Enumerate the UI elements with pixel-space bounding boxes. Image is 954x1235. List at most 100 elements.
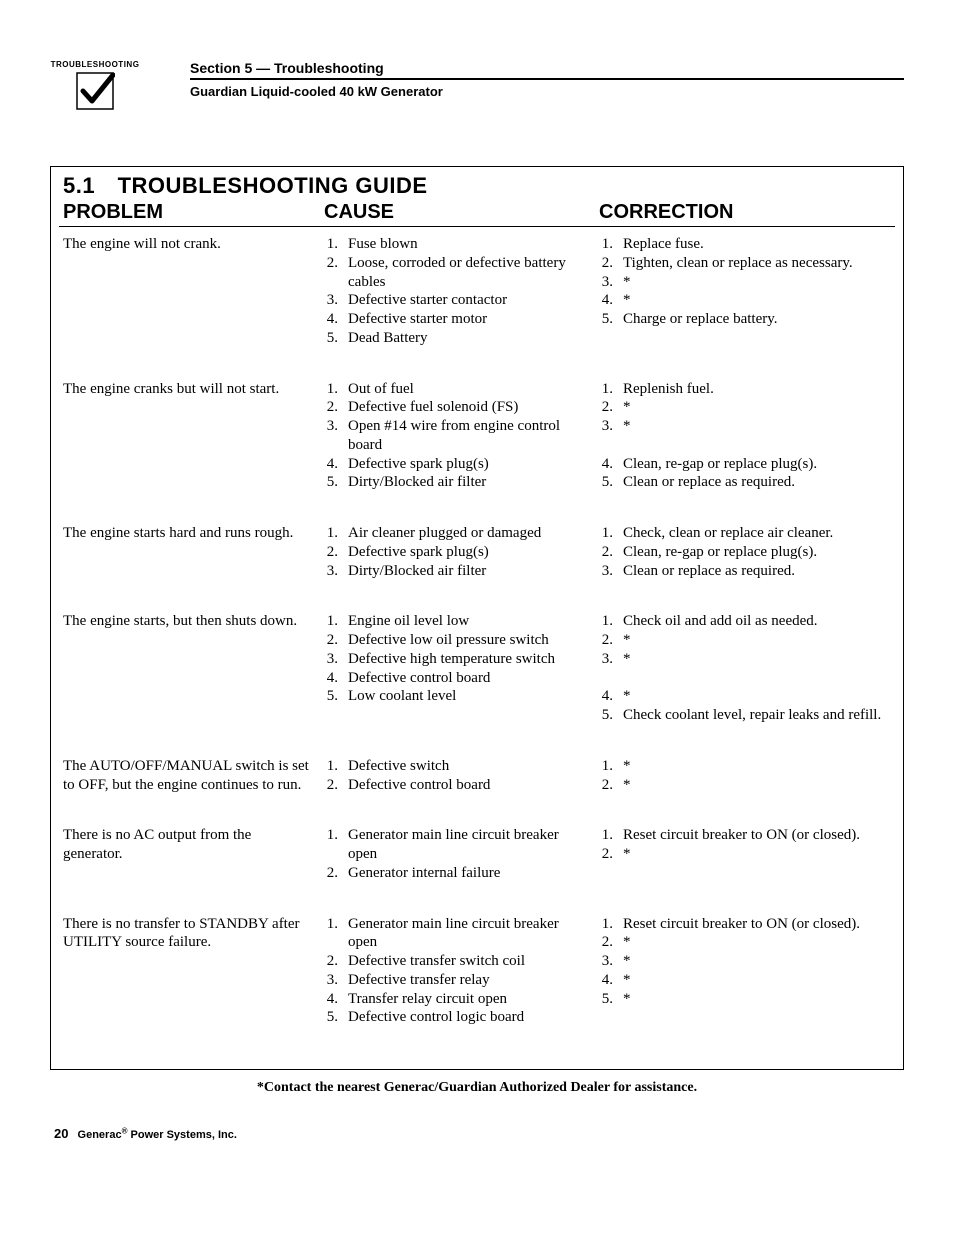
column-headers: PROBLEM CAUSE CORRECTION — [59, 201, 895, 227]
page-footer: 20 Generac® Power Systems, Inc. — [50, 1126, 904, 1141]
list-item: 2.Defective control board — [324, 776, 589, 795]
trouble-row: There is no AC output from the generator… — [59, 822, 895, 910]
guide-title: 5.1 TROUBLESHOOTING GUIDE — [59, 173, 895, 199]
list-item: 2.Defective low oil pressure switch — [324, 631, 589, 650]
cause-list: 1.Fuse blown2.Loose, corroded or defecti… — [324, 235, 599, 348]
list-item: 5.* — [599, 990, 895, 1009]
cause-list: 1.Air cleaner plugged or damaged2.Defect… — [324, 524, 599, 580]
list-item: 1.Out of fuel — [324, 380, 589, 399]
list-item: 2.Loose, corroded or defective battery c… — [324, 254, 589, 292]
cause-list: 1.Generator main line circuit breaker op… — [324, 826, 599, 882]
list-item: 1.Check oil and add oil as needed. — [599, 612, 895, 631]
list-item — [599, 669, 895, 688]
trouble-row: There is no transfer to STANDBY after UT… — [59, 911, 895, 1056]
list-item: 5.Defective control logic board — [324, 1008, 589, 1027]
cause-list: 1.Defective switch2.Defective control bo… — [324, 757, 599, 795]
footer-company: Generac — [78, 1129, 122, 1141]
page-number: 20 — [54, 1126, 68, 1141]
rows-container: The engine will not crank.1.Fuse blown2.… — [59, 231, 895, 1055]
header-rule — [190, 78, 904, 80]
list-item: 1.Defective switch — [324, 757, 589, 776]
list-item: 1.Reset circuit breaker to ON (or closed… — [599, 826, 895, 845]
list-item: 3.Defective transfer relay — [324, 971, 589, 990]
list-item: 1.Generator main line circuit breaker op… — [324, 915, 589, 953]
troubleshooting-guide-box: 5.1 TROUBLESHOOTING GUIDE PROBLEM CAUSE … — [50, 166, 904, 1070]
list-item: 2.Defective fuel solenoid (FS) — [324, 398, 589, 417]
list-item: 2.* — [599, 933, 895, 952]
list-item: 3.* — [599, 273, 895, 292]
correction-list: 1.*2.* — [599, 757, 895, 795]
checkmark-icon — [75, 71, 115, 111]
header-icon-block: TROUBLESHOOTING — [50, 60, 140, 111]
correction-list: 1.Reset circuit breaker to ON (or closed… — [599, 826, 895, 882]
problem-text: The engine will not crank. — [59, 235, 324, 348]
correction-list: 1.Reset circuit breaker to ON (or closed… — [599, 915, 895, 1028]
list-item: 1.Generator main line circuit breaker op… — [324, 826, 589, 864]
col-header-cause: CAUSE — [324, 201, 599, 224]
cause-list: 1.Generator main line circuit breaker op… — [324, 915, 599, 1028]
trouble-row: The engine will not crank.1.Fuse blown2.… — [59, 231, 895, 376]
list-item: 3.Dirty/Blocked air filter — [324, 562, 589, 581]
problem-text: The engine cranks but will not start. — [59, 380, 324, 493]
list-item: 2.Defective transfer switch coil — [324, 952, 589, 971]
list-item: 2.* — [599, 776, 895, 795]
list-item: 2.* — [599, 845, 895, 864]
list-item: 5.Clean or replace as required. — [599, 473, 895, 492]
trouble-row: The engine starts, but then shuts down.1… — [59, 608, 895, 753]
list-item: 5.Check coolant level, repair leaks and … — [599, 706, 895, 725]
header-text-block: Section 5 — Troubleshooting Guardian Liq… — [150, 60, 904, 99]
list-item: 4.Transfer relay circuit open — [324, 990, 589, 1009]
list-item: 4.* — [599, 971, 895, 990]
list-item: 4.Defective control board — [324, 669, 589, 688]
list-item: 3.Defective high temperature switch — [324, 650, 589, 669]
trouble-row: The engine starts hard and runs rough.1.… — [59, 520, 895, 608]
list-item: 1.Fuse blown — [324, 235, 589, 254]
list-item: 2.Defective spark plug(s) — [324, 543, 589, 562]
problem-text: There is no AC output from the generator… — [59, 826, 324, 882]
list-item: 3.* — [599, 417, 895, 436]
list-item: 5.Dead Battery — [324, 329, 589, 348]
problem-text: There is no transfer to STANDBY after UT… — [59, 915, 324, 1028]
cause-list: 1.Out of fuel2.Defective fuel solenoid (… — [324, 380, 599, 493]
list-item: 4.* — [599, 291, 895, 310]
section-title: Section 5 — Troubleshooting — [190, 60, 904, 76]
list-item — [599, 436, 895, 455]
cause-list: 1.Engine oil level low2.Defective low oi… — [324, 612, 599, 725]
trouble-row: The engine cranks but will not start.1.O… — [59, 376, 895, 521]
list-item: 2.* — [599, 398, 895, 417]
list-item: 1.Replenish fuel. — [599, 380, 895, 399]
list-item: 5.Low coolant level — [324, 687, 589, 706]
footer-suffix: Power Systems, Inc. — [127, 1129, 236, 1141]
problem-text: The engine starts, but then shuts down. — [59, 612, 324, 725]
list-item: 3.Open #14 wire from engine control boar… — [324, 417, 589, 455]
list-item: 3.Clean or replace as required. — [599, 562, 895, 581]
correction-list: 1.Replenish fuel.2.*3.* 4.Clean, re-gap … — [599, 380, 895, 493]
footnote: *Contact the nearest Generac/Guardian Au… — [50, 1080, 904, 1096]
list-item: 1.Check, clean or replace air cleaner. — [599, 524, 895, 543]
header-icon-label: TROUBLESHOOTING — [51, 60, 140, 69]
list-item: 5.Charge or replace battery. — [599, 310, 895, 329]
list-item: 2.Generator internal failure — [324, 864, 589, 883]
list-item: 1.Engine oil level low — [324, 612, 589, 631]
list-item: 1.* — [599, 757, 895, 776]
list-item: 3.* — [599, 952, 895, 971]
col-header-problem: PROBLEM — [59, 201, 324, 224]
list-item: 4.Clean, re-gap or replace plug(s). — [599, 455, 895, 474]
correction-list: 1.Replace fuse.2.Tighten, clean or repla… — [599, 235, 895, 348]
correction-list: 1.Check, clean or replace air cleaner.2.… — [599, 524, 895, 580]
list-item: 3.* — [599, 650, 895, 669]
correction-list: 1.Check oil and add oil as needed.2.*3.*… — [599, 612, 895, 725]
list-item: 4.* — [599, 687, 895, 706]
list-item: 1.Air cleaner plugged or damaged — [324, 524, 589, 543]
header-subtitle: Guardian Liquid-cooled 40 kW Generator — [190, 84, 904, 99]
list-item: 5.Dirty/Blocked air filter — [324, 473, 589, 492]
problem-text: The AUTO/OFF/MANUAL switch is set to OFF… — [59, 757, 324, 795]
list-item: 1.Reset circuit breaker to ON (or closed… — [599, 915, 895, 934]
list-item: 3.Defective starter contactor — [324, 291, 589, 310]
list-item: 1.Replace fuse. — [599, 235, 895, 254]
list-item: 2.Clean, re-gap or replace plug(s). — [599, 543, 895, 562]
page-header: TROUBLESHOOTING Section 5 — Troubleshoot… — [50, 60, 904, 111]
list-item: 2.* — [599, 631, 895, 650]
list-item: 4.Defective spark plug(s) — [324, 455, 589, 474]
col-header-correction: CORRECTION — [599, 201, 895, 224]
